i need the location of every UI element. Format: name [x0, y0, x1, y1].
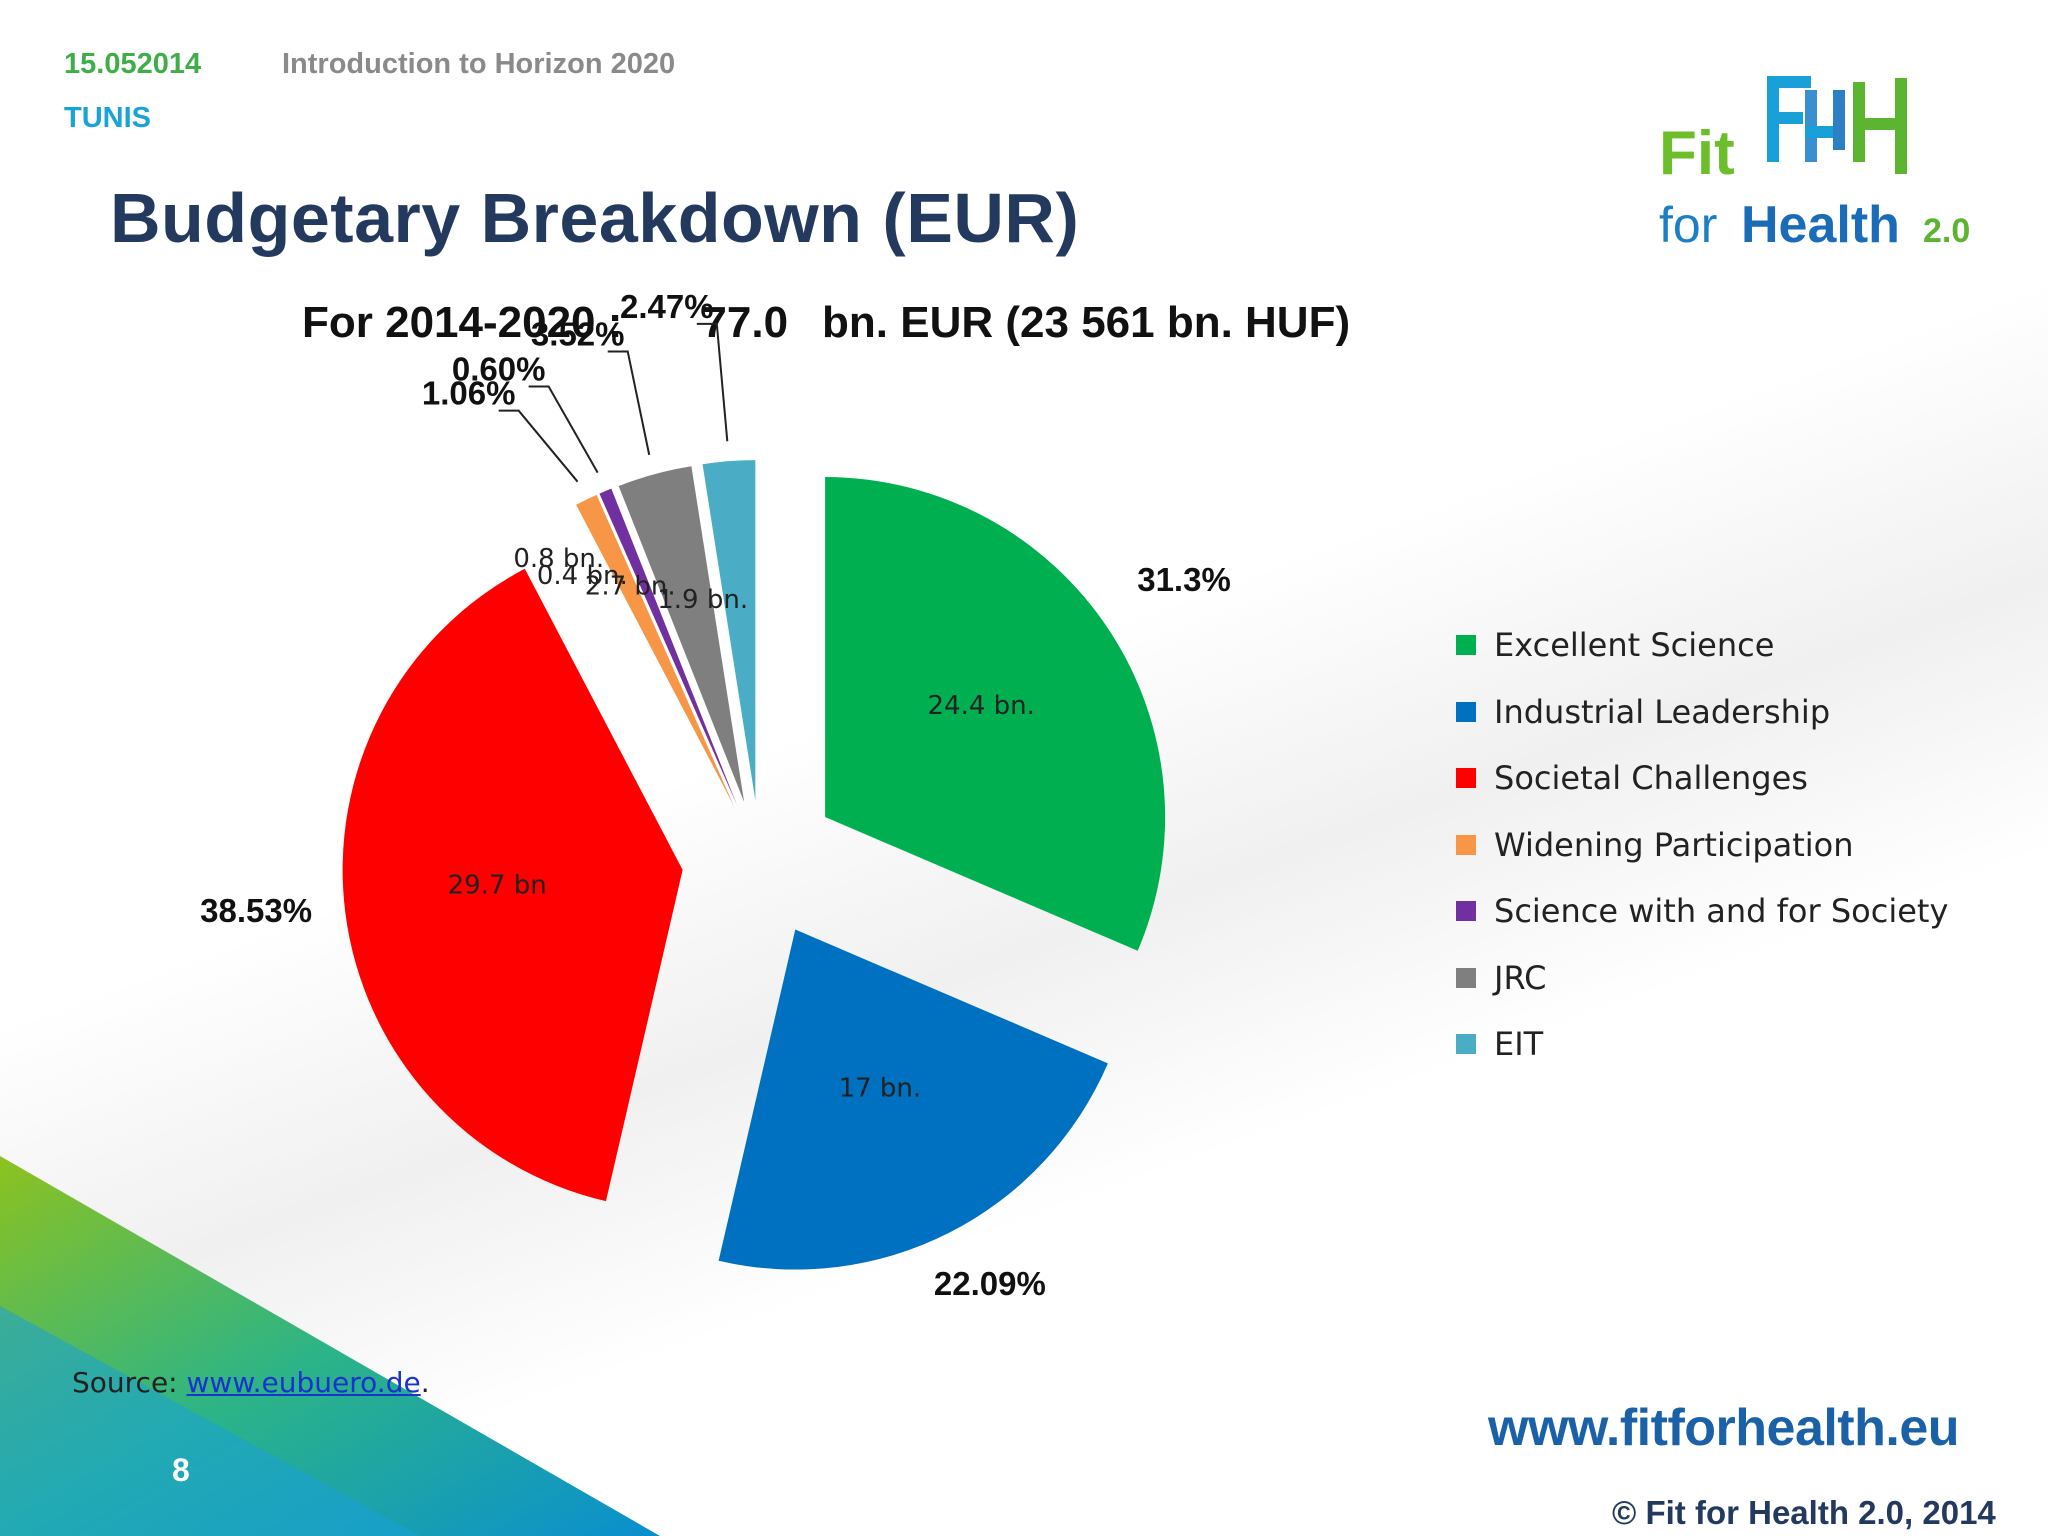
fit-for-health-logo: Fit for Health 2.0	[1659, 76, 1970, 254]
logo-fit-text: Fit	[1659, 119, 1735, 188]
source-link[interactable]: www.eubuero.de	[186, 1366, 421, 1399]
legend-item: Science with and for Society	[1456, 878, 1948, 945]
subtitle-unit: bn. EUR (23 561 bn. HUF)	[822, 298, 1351, 347]
corner-decoration	[0, 1156, 660, 1536]
source-note: Source: www.eubuero.de.	[72, 1366, 430, 1399]
leader-line	[528, 385, 599, 474]
subtitle-period: For 2014-2020 :	[302, 298, 623, 347]
legend-swatch	[1456, 1034, 1476, 1055]
page-title: Budgetary Breakdown (EUR)	[110, 179, 1080, 257]
slice-percent-label: 31.3%	[1137, 561, 1231, 598]
legend-label: JRC	[1494, 958, 1547, 997]
legend-item: Industrial Leadership	[1456, 679, 1948, 746]
leader-line	[607, 350, 651, 456]
legend-item: Societal Challenges	[1456, 745, 1948, 812]
legend-swatch	[1456, 635, 1476, 656]
legend-swatch	[1456, 701, 1476, 722]
legend-swatch	[1456, 967, 1476, 988]
logo-for-text: for	[1659, 197, 1717, 253]
legend-label: EIT	[1494, 1025, 1544, 1064]
legend-label: Science with and for Society	[1494, 892, 1949, 931]
slice-value-label: 0.8 bn.	[513, 544, 604, 574]
slice-percent-label: 22.09%	[934, 1265, 1046, 1302]
legend-swatch	[1456, 768, 1476, 789]
legend-label: Widening Participation	[1494, 825, 1854, 864]
legend-label: Societal Challenges	[1494, 759, 1808, 798]
pie-slice-societal-challenges	[342, 568, 683, 1202]
subtitle: For 2014-2020 : 77.0 bn. EUR (23 561 bn. H…	[302, 298, 1350, 348]
slice-value-label: 2.7 bn.	[585, 571, 676, 601]
legend-item: Widening Participation	[1456, 812, 1948, 879]
legend-item: EIT	[1456, 1011, 1948, 1078]
legend-swatch	[1456, 834, 1476, 855]
pie-slice-widening-participation	[576, 494, 734, 806]
legend-item: Excellent Science	[1456, 612, 1948, 679]
copyright: © Fit for Health 2.0, 2014	[1612, 1494, 1996, 1531]
source-prefix: Source:	[72, 1366, 187, 1399]
logo-fh-mark	[1767, 76, 1907, 174]
slice-value-label: 0.4 bn.	[537, 561, 628, 591]
pie-slice-science-with-and-for-society	[599, 488, 737, 805]
slice-percent-label: 2.47%	[620, 288, 714, 325]
slice-value-label: 29.7 bn	[448, 871, 547, 901]
header-city: TUNIS	[64, 102, 151, 134]
slice-percent-label: 38.53%	[200, 892, 312, 929]
source-suffix: .	[420, 1366, 430, 1399]
page-number: 8	[172, 1452, 190, 1488]
slice-value-label: 1.9 bn.	[657, 585, 748, 615]
leader-line	[498, 409, 579, 483]
leader-line	[696, 322, 729, 442]
slice-percent-label: 1.06%	[422, 375, 516, 412]
pie-slice-excellent-science	[825, 477, 1166, 951]
slice-percent-label: 0.60%	[452, 351, 546, 388]
slice-percent-label: 3.52%	[531, 315, 625, 352]
pie-slice-jrc	[618, 466, 745, 803]
subtitle-amount: 77.0	[702, 298, 789, 347]
pie-slice-industrial-leadership	[718, 929, 1108, 1270]
slice-value-label: 24.4 bn.	[927, 691, 1034, 721]
legend-label: Industrial Leadership	[1494, 692, 1831, 731]
header-event: Introduction to Horizon 2020	[282, 48, 676, 80]
website-url[interactable]: www.fitforhealth.eu	[1488, 1399, 1960, 1457]
legend-label: Excellent Science	[1494, 626, 1775, 665]
logo-version-text: 2.0	[1923, 212, 1970, 250]
legend-swatch	[1456, 901, 1476, 922]
legend-item: JRC	[1456, 945, 1948, 1012]
chart-legend: Excellent Science Industrial Leadership So…	[1456, 612, 1948, 1078]
header-date: 15.052014	[64, 48, 202, 80]
logo-health-text: Health	[1741, 196, 1900, 254]
slice-value-label: 17 bn.	[839, 1073, 922, 1103]
pie-slice-eit	[702, 460, 756, 801]
